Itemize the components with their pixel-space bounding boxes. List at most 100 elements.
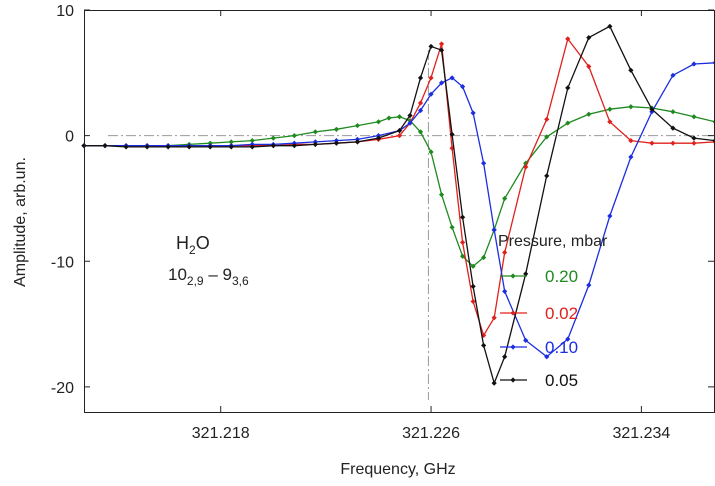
data-point [312,129,318,135]
data-point [123,144,129,150]
data-point [523,164,529,170]
x-tick-label: 321.226 [402,425,460,442]
data-point [228,144,234,150]
data-point [502,354,508,360]
data-point [460,84,466,90]
data-point [428,149,434,155]
legend-label: 0.05 [545,371,578,390]
data-point [607,119,613,125]
data-point [449,224,455,230]
data-point [396,114,403,120]
data-point [249,138,255,144]
molecule-subscript: 2 [189,243,196,257]
molecule-tail: O [196,233,210,253]
data-point [375,135,382,141]
y-tick-label: 0 [65,129,74,146]
data-point [565,36,571,42]
data-point [470,283,476,289]
data-point [417,100,424,106]
data-point [586,111,592,117]
data-point [607,23,613,29]
data-point [481,254,487,261]
data-point [628,67,634,73]
data-point [628,154,634,160]
data-point [375,119,382,125]
data-point [102,143,108,149]
data-point [428,43,434,50]
transition-lower: 9 [223,265,232,284]
data-point [460,214,466,220]
data-point [428,91,434,97]
annotation-molecule: H2O [176,233,210,257]
data-point [691,135,697,141]
data-point [438,192,445,198]
data-point [333,140,339,146]
data-point [491,315,497,321]
transition-lower-sub: 3,6 [232,274,249,288]
data-point [249,144,255,150]
data-point [407,112,413,119]
y-tick-label: 10 [56,3,74,20]
data-point [691,114,697,120]
data-point [228,139,234,145]
legend: 0.20 0.02 0.10 0.05 [500,267,578,390]
data-point [481,342,487,349]
data-point [186,144,192,150]
data-point [691,61,697,67]
data-point [544,173,550,179]
reference-lines [108,50,711,400]
data-point [523,337,529,343]
transition-upper-sub: 2,9 [187,274,204,288]
data-point [491,227,497,233]
data-point [396,133,403,139]
data-point [628,104,634,110]
data-point [586,282,592,288]
series-layer [81,23,715,386]
molecule-base: H [176,233,189,253]
legend-swatch-marker [510,344,516,350]
legend-swatch-marker [510,377,516,383]
data-point [481,160,487,166]
data-point [491,380,497,386]
data-point [470,298,476,305]
data-point [449,131,455,137]
data-point [523,271,529,277]
data-point [396,128,403,134]
x-tick-label: 321.234 [612,425,670,442]
data-point [291,133,297,139]
data-point [586,63,592,70]
data-point [628,138,634,144]
data-point [649,140,655,146]
x-tick-label: 321.218 [192,425,250,442]
data-point [565,85,571,91]
y-tick-label: -20 [51,380,74,397]
data-point [438,47,445,53]
data-point [407,120,413,126]
data-point [502,288,508,294]
data-point [544,134,550,140]
data-point [270,143,276,149]
data-point [670,125,676,131]
data-point [460,239,466,246]
data-point [470,263,476,269]
data-point [428,75,434,81]
data-point [649,106,655,112]
data-point [565,120,571,126]
data-point [607,106,613,112]
data-point [165,144,171,150]
data-point [438,41,445,47]
data-point [502,249,508,256]
y-axis-label: Amplitude, arb.un. [12,157,29,287]
transition-separator: – [204,265,223,284]
data-point [144,144,150,150]
legend-swatch-marker [510,273,516,279]
data-point [481,332,487,338]
data-point [207,144,213,150]
data-point [449,75,455,81]
axis-ticks: 321.218 321.226 321.234 10 0 -10 -20 [51,3,714,442]
annotation-transition: 102,9 – 93,6 [168,265,249,288]
data-point [607,213,613,219]
data-point [312,141,318,148]
data-point [354,139,361,145]
